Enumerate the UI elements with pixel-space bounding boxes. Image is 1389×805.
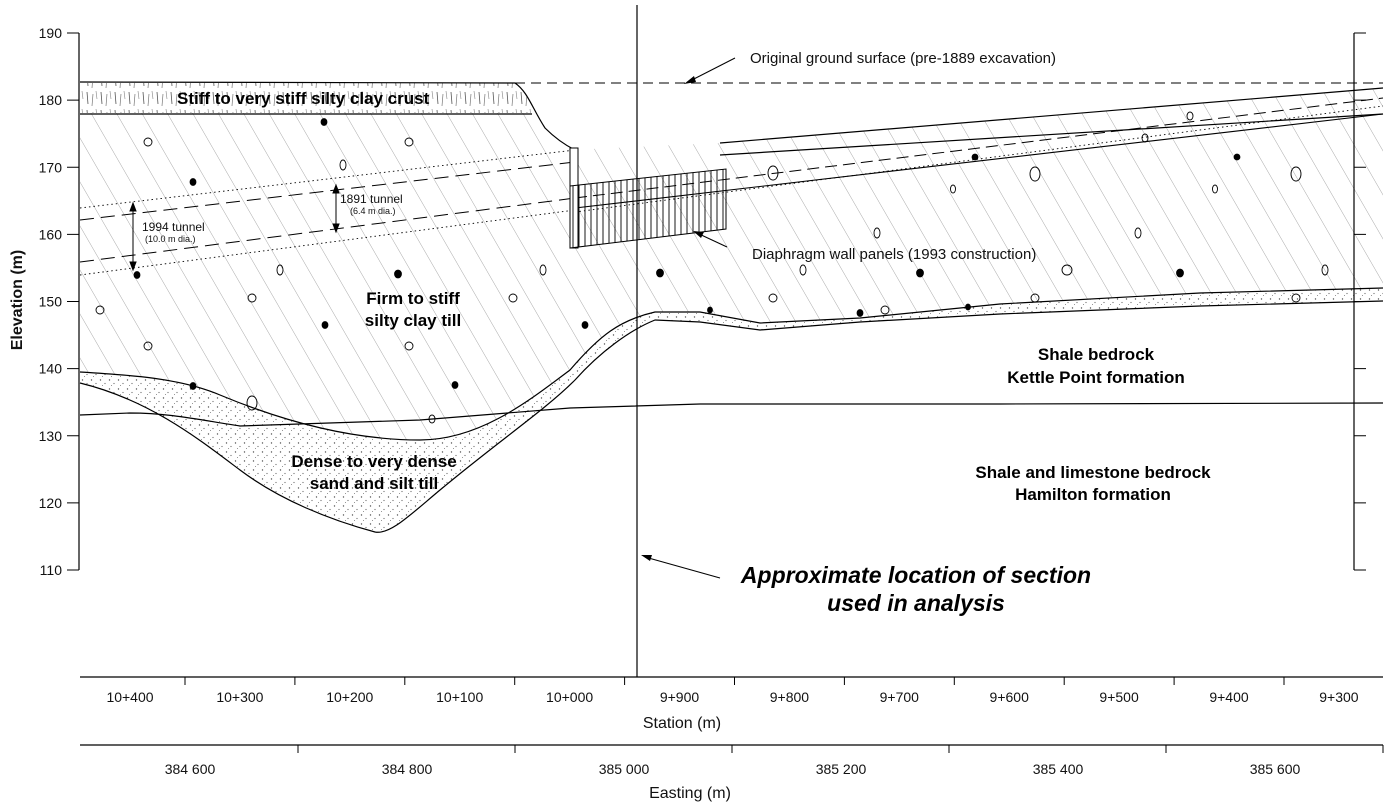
station-tick-label: 9+900 — [660, 689, 700, 705]
tunnel-1994-dia: (10.0 m dia.) — [145, 234, 196, 244]
easting-tick-label: 385 600 — [1250, 761, 1301, 777]
y-tick-label: 150 — [39, 294, 63, 310]
easting-tick-label: 384 600 — [165, 761, 216, 777]
station-tick-label: 9+300 — [1319, 689, 1359, 705]
station-tick-label: 9+500 — [1099, 689, 1139, 705]
till-label-line1: Firm to stiff — [366, 289, 460, 308]
clast-symbols — [133, 118, 1241, 390]
station-tick-label: 10+400 — [106, 689, 153, 705]
y-tick-label: 130 — [39, 428, 63, 444]
station-tick-label: 9+700 — [880, 689, 920, 705]
section-label-line1: Approximate location of section — [740, 562, 1091, 588]
easting-tick-label: 384 800 — [382, 761, 433, 777]
sand-label-line1: Dense to very dense — [291, 452, 456, 471]
shale1-label-line1: Shale bedrock — [1038, 345, 1155, 364]
till-label-line2: silty clay till — [365, 311, 461, 330]
diaphragm-wall-panels — [569, 168, 727, 249]
y-tick-label: 190 — [39, 25, 63, 41]
tunnel-1994-label: 1994 tunnel — [142, 220, 205, 234]
shale1-label-line2: Kettle Point formation — [1007, 368, 1185, 387]
easting-tick-label: 385 000 — [599, 761, 650, 777]
station-tick-label: 9+400 — [1209, 689, 1249, 705]
station-tick-label: 10+100 — [436, 689, 483, 705]
layer-boundaries — [79, 81, 1384, 533]
easting-tick-label: 385 200 — [816, 761, 867, 777]
sand-silt-till-fill — [80, 288, 1383, 533]
easting-tick-label: 385 400 — [1033, 761, 1084, 777]
silty-clay-crust-fill — [80, 83, 532, 113]
tunnel-1891-dia: (6.4 m dia.) — [350, 206, 396, 216]
station-tick-label: 10+000 — [546, 689, 593, 705]
tunnel-1891-label: 1891 tunnel — [340, 192, 403, 206]
section-label-line2: used in analysis — [827, 590, 1005, 616]
station-tick-label: 10+200 — [326, 689, 373, 705]
shale2-label-line1: Shale and limestone bedrock — [975, 463, 1211, 482]
station-tick-label: 9+600 — [990, 689, 1030, 705]
diaphragm-wall-note: Diaphragm wall panels (1993 construction… — [752, 246, 1036, 263]
tunnel-dimension-arrows — [129, 183, 340, 272]
clast-outlines — [95, 111, 1329, 424]
y-tick-label: 110 — [40, 562, 63, 578]
station-axis-title: Station (m) — [643, 715, 721, 732]
y-tick-label: 180 — [39, 92, 63, 108]
y-tick-label: 160 — [39, 226, 63, 242]
y-tick-label: 120 — [39, 495, 63, 511]
y-tick-label: 170 — [39, 159, 63, 175]
crust-label: Stiff to very stiff silty clay crust — [177, 89, 430, 108]
station-tick-label: 10+300 — [216, 689, 263, 705]
leader-arrowheads — [641, 76, 704, 561]
silty-clay-till-fill — [80, 88, 1383, 440]
sand-label-line2: sand and silt till — [310, 474, 438, 493]
station-tick-label: 9+800 — [770, 689, 810, 705]
easting-axis-title: Easting (m) — [649, 785, 731, 802]
y-tick-label: 140 — [39, 361, 63, 377]
ground-surface-note: Original ground surface (pre-1889 excava… — [750, 50, 1056, 67]
y-axis-title: Elevation (m) — [9, 250, 26, 350]
shale2-label-line2: Hamilton formation — [1015, 485, 1171, 504]
